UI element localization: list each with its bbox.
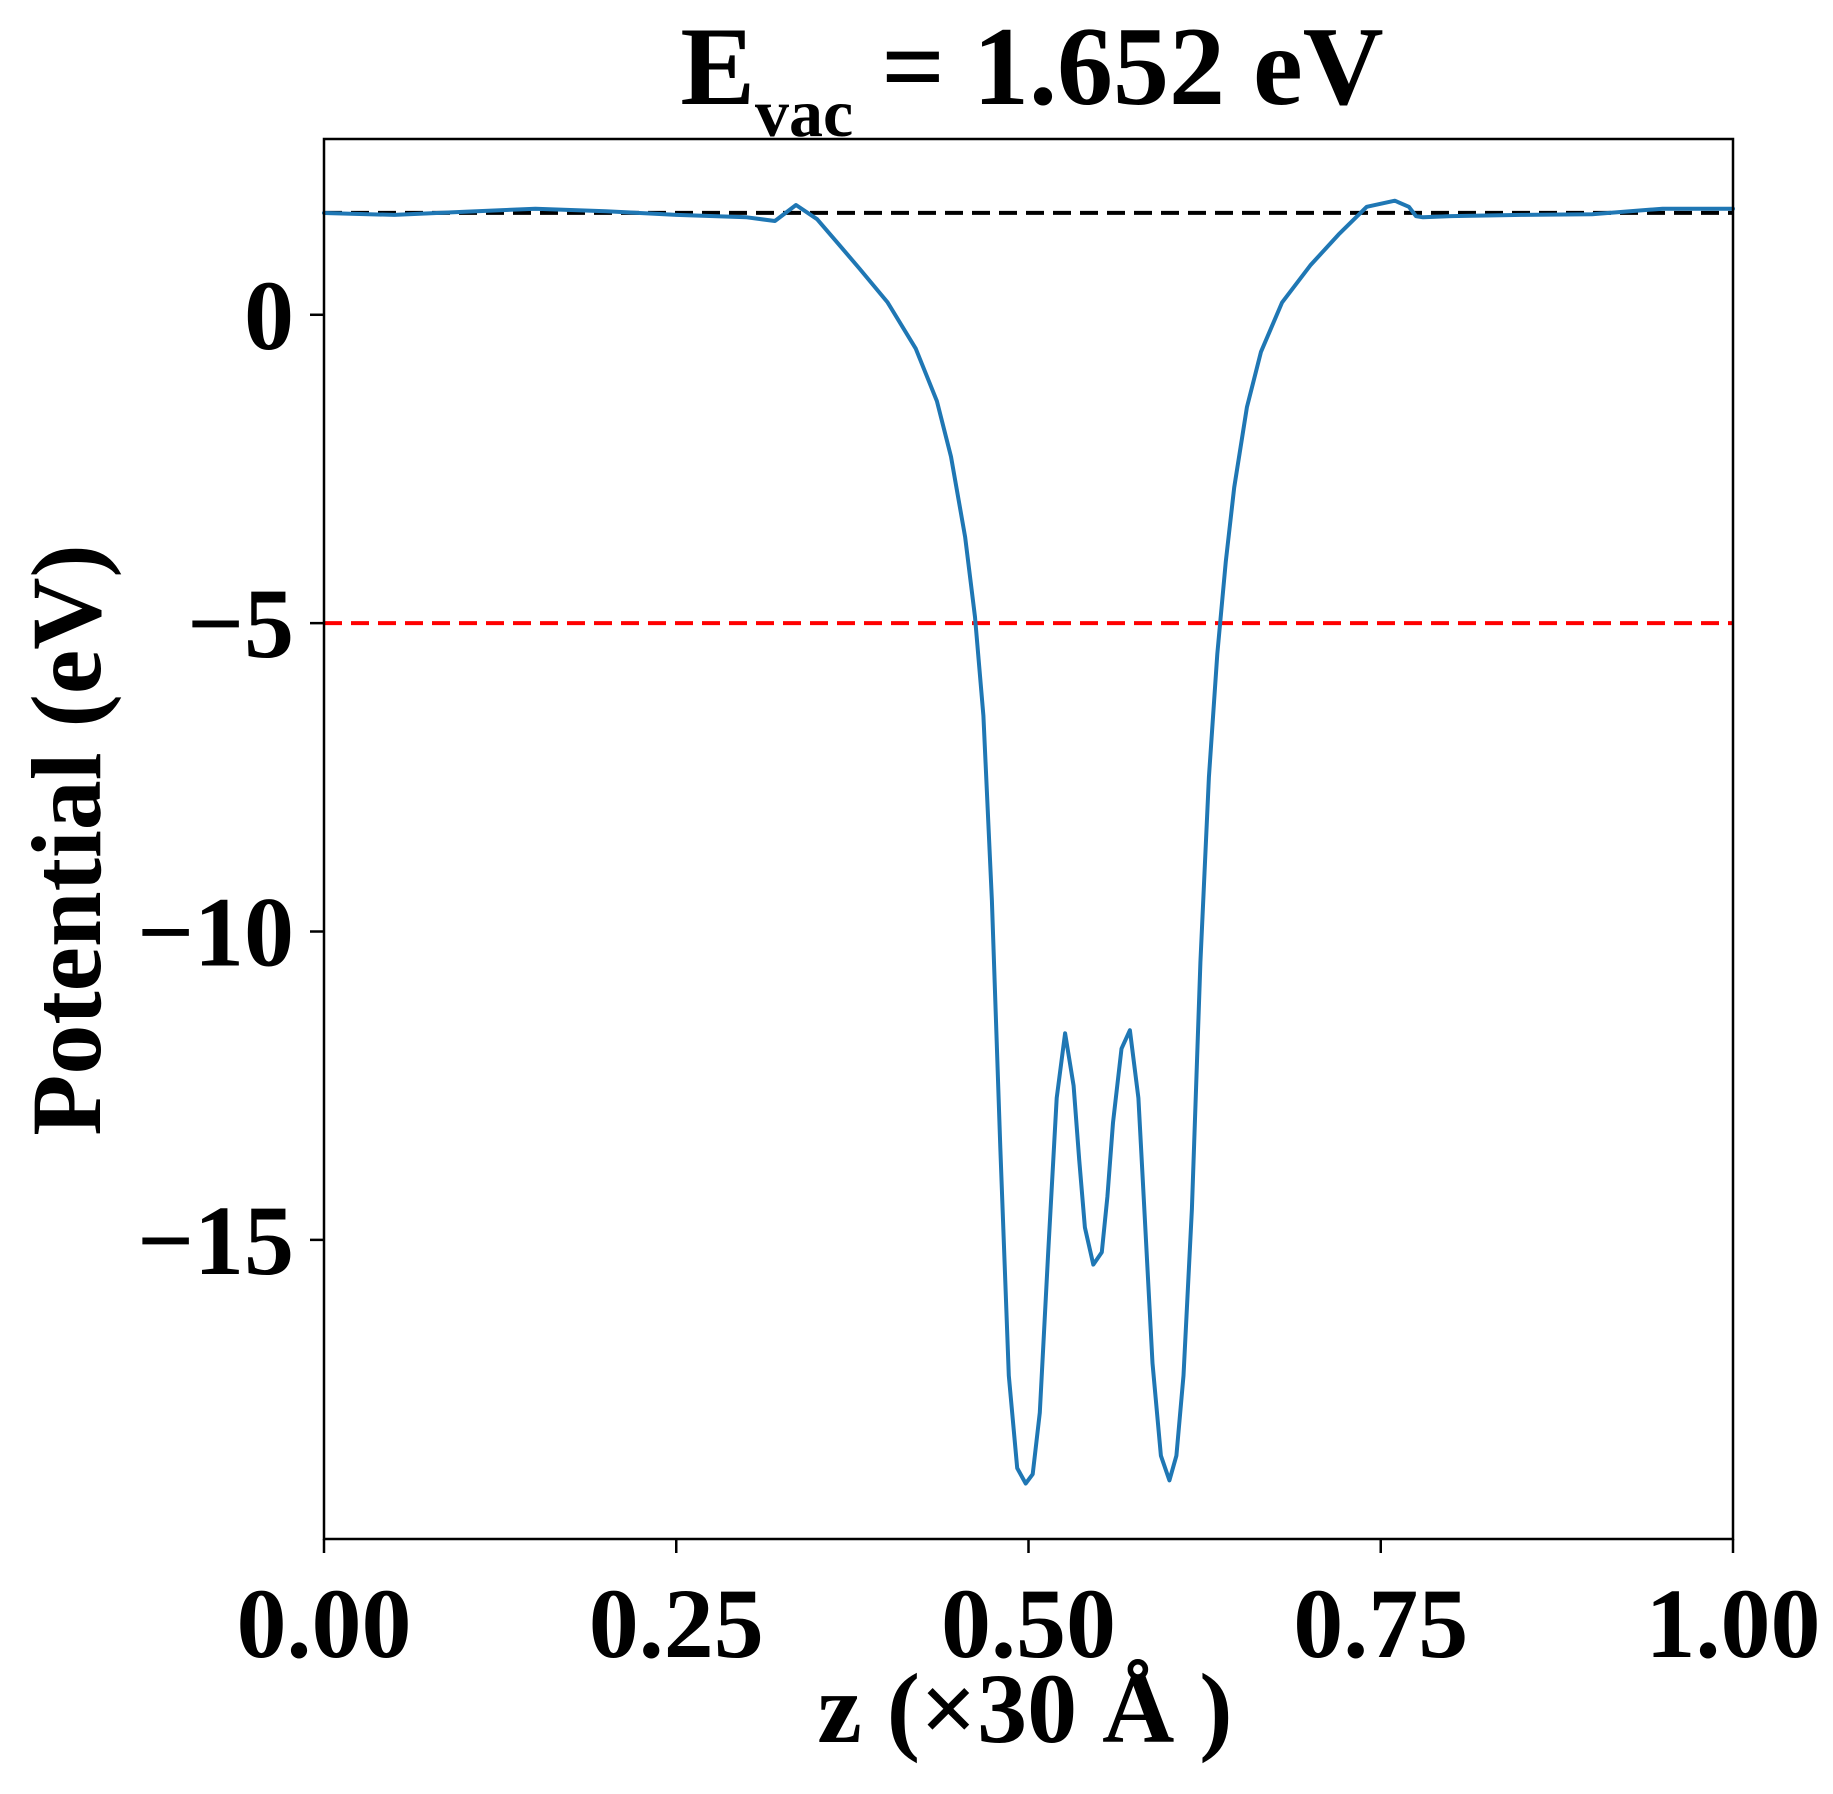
y-axis-label: Potential (eV) [11,544,122,1135]
y-tick-label: 0 [244,260,294,371]
chart-title-rest: = 1.652 eV [853,5,1383,129]
chart-title: Evac = 1.652 eV [680,5,1383,151]
x-tick-label: 1.00 [1646,1568,1821,1679]
y-axis-ticks: 0 −5 −10 −15 [137,260,324,1296]
reference-lines [324,210,1733,626]
y-tick-label: −10 [137,877,294,988]
x-tick-label: 0.50 [941,1568,1116,1679]
x-tick-label: 0.75 [1293,1568,1468,1679]
series-layer [322,198,1735,1486]
chart-title-main: E [680,5,755,129]
y-tick-label: −5 [187,568,294,679]
series-line-0 [322,198,1735,1486]
x-tick-label: 0.00 [237,1568,412,1679]
x-axis-ticks: 0.00 0.25 0.50 0.75 1.00 [237,1539,1821,1679]
plot-frame [322,137,1735,1541]
x-tick-label: 0.25 [589,1568,764,1679]
y-tick-label: −15 [137,1185,294,1296]
x-axis-label: z (×30 Å ) [817,1653,1232,1764]
